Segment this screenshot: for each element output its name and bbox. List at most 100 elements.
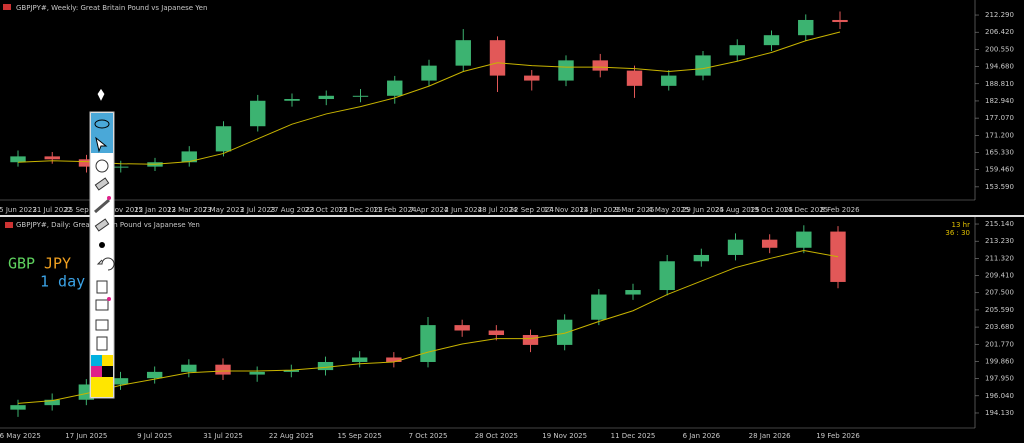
toolbar[interactable] — [89, 87, 115, 399]
candle-body — [215, 364, 231, 375]
swatch[interactable] — [91, 355, 102, 366]
candle-body — [78, 159, 95, 167]
x-tick-label: 2 Jun 2024 — [444, 206, 482, 214]
candle-body — [146, 371, 163, 379]
x-tick-label: 22 Aug 2025 — [269, 432, 314, 440]
candle-body — [318, 95, 334, 100]
color-dot — [107, 297, 111, 301]
candle-body — [283, 370, 300, 372]
screenshot-tool[interactable] — [95, 319, 109, 331]
candle-body — [215, 126, 232, 152]
annotation: 1 day — [40, 273, 85, 291]
y-tick-label: 207.500 — [985, 289, 1014, 297]
pen-icon[interactable] — [96, 87, 106, 104]
x-tick-label: 12 Mar 2023 — [167, 206, 211, 214]
y-tick-label: 153.590 — [985, 183, 1014, 191]
candle-body — [421, 65, 437, 81]
size-tool[interactable] — [99, 242, 105, 248]
annotation: GBP — [8, 255, 35, 273]
candle-body — [625, 290, 641, 295]
y-tick-label: 209.410 — [985, 272, 1014, 280]
candle-body — [420, 325, 436, 362]
y-tick-label: 188.810 — [985, 80, 1014, 88]
x-tick-label: 17 Nov 2024 — [544, 206, 589, 214]
annotation: JPY — [44, 255, 71, 273]
x-tick-label: 9 Mar 2025 — [615, 206, 655, 214]
candle-body — [661, 75, 677, 86]
candle-body — [44, 399, 60, 406]
candle-body — [250, 100, 266, 127]
candle-body — [830, 231, 846, 282]
x-tick-label: 11 Dec 2025 — [611, 432, 656, 440]
shape-tool[interactable] — [95, 299, 109, 311]
candle-body — [44, 156, 60, 160]
candle-body — [592, 60, 608, 71]
y-tick-label: 200.550 — [985, 45, 1014, 53]
x-tick-label: 22 Oct 2023 — [305, 206, 348, 214]
cursor-tool[interactable] — [95, 136, 108, 153]
swatch[interactable] — [102, 366, 113, 377]
swatch[interactable] — [102, 355, 113, 366]
x-tick-label: 5 Jun 2022 — [0, 206, 37, 214]
eraser-tool[interactable] — [94, 177, 110, 191]
x-tick-label: 22 Sep 2024 — [510, 206, 555, 214]
x-tick-label: 28 Jan 2026 — [749, 432, 792, 440]
y-tick-label: 159.460 — [985, 166, 1014, 174]
candle-body — [798, 19, 814, 36]
candle-body — [761, 239, 778, 248]
marker-tool[interactable] — [94, 218, 110, 232]
candle-body — [693, 254, 710, 262]
candle-body — [763, 35, 780, 46]
candle-body — [659, 261, 675, 291]
delete-tool[interactable] — [96, 280, 108, 294]
pane-divider — [0, 215, 1024, 217]
candle-body — [729, 45, 745, 56]
x-tick-label: 7 Oct 2025 — [409, 432, 448, 440]
hide-tool[interactable] — [95, 159, 109, 173]
chart-title: GBPJPY#, Weekly: Great Britain Pound vs … — [16, 4, 207, 12]
candle-body — [489, 40, 506, 76]
y-tick-label: 177.070 — [985, 114, 1014, 122]
x-tick-label: 9 Jul 2025 — [137, 432, 172, 440]
swatch[interactable] — [91, 377, 113, 397]
x-tick-label: 28 Oct 2025 — [475, 432, 518, 440]
x-tick-label: 29 Jun 2025 — [682, 206, 724, 214]
x-tick-label: 19 Oct 2025 — [750, 206, 793, 214]
timer: 13 hr — [952, 221, 971, 229]
flag-icon — [5, 222, 13, 228]
candle-body — [10, 156, 26, 163]
candle-body — [727, 239, 744, 255]
candle-body — [524, 75, 540, 81]
candle-body — [386, 357, 402, 362]
y-tick-label: 165.330 — [985, 148, 1014, 156]
clipboard-tool[interactable] — [96, 336, 108, 351]
candle-body — [317, 361, 334, 371]
pen-tool[interactable] — [94, 198, 110, 214]
candle-body — [626, 70, 643, 86]
undo-tool[interactable] — [96, 257, 115, 271]
x-tick-label: 19 Feb 2026 — [816, 432, 860, 440]
moving-average — [17, 31, 841, 165]
x-tick-label: 17 Dec 2023 — [338, 206, 383, 214]
x-tick-label: 31 Jul 2025 — [203, 432, 243, 440]
x-tick-label: 15 Jan 2023 — [134, 206, 176, 214]
x-tick-label: 6 Jan 2026 — [683, 432, 721, 440]
x-tick-label: 24 Aug 2025 — [715, 206, 760, 214]
candle-body — [10, 405, 26, 410]
candle-body — [352, 95, 369, 97]
candle-body — [113, 166, 129, 168]
timer: 36 : 30 — [945, 229, 970, 237]
y-tick-label: 171.200 — [985, 131, 1014, 139]
y-tick-label: 205.590 — [985, 306, 1014, 314]
y-tick-label: 211.320 — [985, 254, 1014, 262]
x-tick-label: 12 Jan 2025 — [579, 206, 621, 214]
candle-body — [591, 294, 607, 320]
eye-tool[interactable] — [94, 119, 110, 129]
y-tick-label: 212.290 — [985, 11, 1014, 19]
candle-body — [522, 335, 539, 345]
x-tick-label: 8 Feb 2026 — [820, 206, 860, 214]
candle-body — [249, 371, 265, 375]
candle-body — [181, 151, 197, 163]
x-tick-label: 28 Jul 2024 — [478, 206, 518, 214]
swatch[interactable] — [91, 366, 102, 377]
